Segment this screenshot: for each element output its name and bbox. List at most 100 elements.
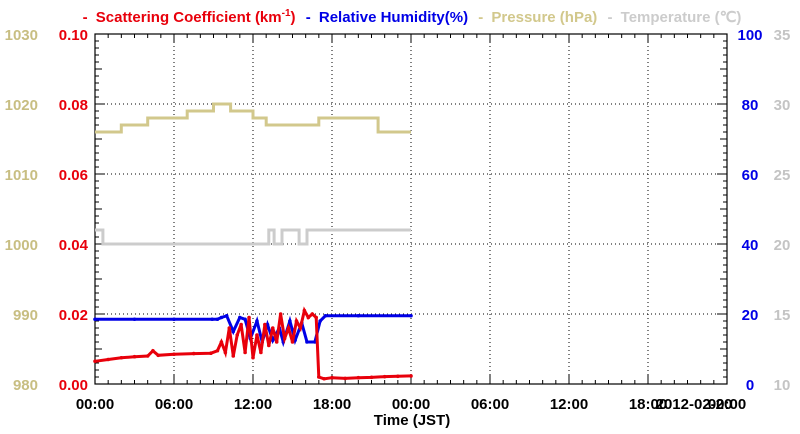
scattering-point bbox=[231, 354, 236, 358]
humidity-point bbox=[93, 317, 97, 322]
temperature-tick-label: 15 bbox=[774, 307, 791, 324]
scattering-point bbox=[302, 308, 307, 313]
pressure-tick-label: 980 bbox=[13, 377, 38, 394]
scattering-point bbox=[259, 350, 263, 355]
humidity-point bbox=[255, 319, 259, 323]
x-tick-label: 06:00 bbox=[471, 396, 509, 413]
humidity-point bbox=[224, 313, 229, 318]
scattering-point bbox=[255, 333, 259, 337]
humidity-tick-label: 100 bbox=[737, 27, 762, 44]
x-tick-label: 18:00 bbox=[313, 396, 351, 413]
scattering-point bbox=[356, 375, 361, 380]
legend-temperature-text: Temperature (℃) bbox=[621, 9, 742, 26]
temperature-tick-label: 25 bbox=[774, 167, 791, 184]
scattering-tick-label: 0.00 bbox=[59, 377, 88, 394]
scattering-point bbox=[145, 354, 150, 358]
scattering-point bbox=[396, 374, 400, 379]
scattering-point bbox=[227, 326, 232, 330]
legend-pressure-text: Pressure (hPa) bbox=[491, 9, 597, 26]
scattering-point bbox=[294, 319, 299, 323]
humidity-tick-label: 0 bbox=[746, 377, 754, 394]
scattering-tick-label: 0.10 bbox=[59, 27, 88, 44]
x-tick-label: 00:00 bbox=[392, 396, 430, 413]
temperature-series-line bbox=[95, 228, 411, 246]
x-tick-label: 00:00 bbox=[76, 396, 114, 413]
humidity-tick-label: 80 bbox=[742, 97, 759, 114]
humidity-point bbox=[409, 313, 413, 318]
humidity-tick-label: 60 bbox=[742, 167, 759, 184]
scattering-point bbox=[247, 315, 251, 320]
scattering-point bbox=[251, 355, 255, 360]
x-tick-label: 12:00 bbox=[234, 396, 272, 413]
scattering-point bbox=[382, 374, 387, 379]
humidity-point bbox=[270, 338, 275, 343]
scattering-point bbox=[343, 376, 347, 381]
scattering-point bbox=[191, 351, 196, 356]
legend-temperature-marker: - bbox=[607, 9, 612, 26]
scattering-point bbox=[93, 359, 97, 364]
x-axis-label: Time (JST) bbox=[374, 412, 450, 429]
humidity-point bbox=[323, 313, 328, 318]
scattering-point bbox=[270, 326, 275, 330]
temperature-tick-label: 20 bbox=[774, 237, 791, 254]
temperature-tick-label: 35 bbox=[774, 27, 791, 44]
humidity-tick-label: 40 bbox=[742, 237, 759, 254]
pressure-series-line bbox=[95, 102, 411, 134]
date-label: 2012-02-20 bbox=[656, 396, 733, 413]
scattering-point bbox=[317, 375, 321, 379]
pressure-tick-label: 1010 bbox=[5, 167, 38, 184]
scattering-point bbox=[209, 351, 213, 356]
scattering-tick-label: 0.06 bbox=[59, 167, 88, 184]
scattering-point bbox=[278, 312, 283, 316]
scattering-point bbox=[263, 322, 267, 327]
scattering-point bbox=[235, 333, 239, 337]
scattering-point bbox=[239, 322, 243, 327]
scattering-point bbox=[290, 340, 295, 344]
scattering-point bbox=[314, 315, 319, 320]
scattering-point bbox=[215, 348, 220, 353]
humidity-point bbox=[243, 317, 247, 322]
plot-area: 00:00 06:00 12:00 18:00 00:00 06:00 12:00 18:00… bbox=[5, 27, 791, 413]
scattering-point bbox=[282, 336, 287, 341]
x-tick-label: 12:00 bbox=[550, 396, 588, 413]
humidity-point bbox=[132, 317, 137, 322]
legend-scattering-text: Scattering Coefficient (km bbox=[96, 9, 282, 26]
scattering-point bbox=[156, 353, 160, 358]
scattering-tick-label: 0.04 bbox=[59, 237, 89, 254]
legend-pressure: - Pressure (hPa) bbox=[478, 9, 601, 26]
scattering-point bbox=[106, 357, 110, 362]
scattering-point bbox=[298, 326, 303, 330]
legend-scattering-marker: - bbox=[83, 9, 88, 26]
humidity-point bbox=[356, 313, 361, 318]
scattering-point bbox=[330, 375, 334, 380]
legend-scattering-sup: -1 bbox=[282, 8, 291, 19]
scattering-tick-label: 0.08 bbox=[59, 97, 88, 114]
pressure-tick-label: 990 bbox=[13, 307, 38, 324]
humidity-point bbox=[318, 319, 322, 323]
humidity-point bbox=[210, 317, 214, 322]
x-tick-label: 06:00 bbox=[155, 396, 193, 413]
legend-temperature: - Temperature (℃) bbox=[607, 9, 741, 26]
temperature-tick-label: 10 bbox=[774, 377, 791, 394]
scattering-point bbox=[322, 376, 326, 381]
legend-scattering-close: ) bbox=[291, 9, 296, 26]
pressure-tick-label: 1020 bbox=[5, 97, 38, 114]
humidity-point bbox=[231, 329, 236, 334]
legend-humidity-text: Relative Humidity(%) bbox=[319, 9, 468, 26]
humidity-point bbox=[288, 319, 292, 323]
scattering-point bbox=[267, 343, 271, 348]
legend-humidity-marker: - bbox=[306, 9, 311, 26]
scattering-point bbox=[274, 340, 279, 344]
pressure-tick-label: 1000 bbox=[5, 237, 38, 254]
humidity-point bbox=[219, 315, 224, 320]
x-tick-label: 18:00 bbox=[629, 396, 667, 413]
humidity-point bbox=[238, 315, 242, 320]
scattering-point bbox=[243, 350, 247, 355]
x-tick-label: 00:00 bbox=[708, 396, 746, 413]
chart-legend: - Scattering Coefficient (km-1) - Relati… bbox=[83, 8, 742, 26]
humidity-point bbox=[305, 340, 309, 344]
scattering-point bbox=[306, 315, 311, 320]
scattering-point bbox=[172, 352, 176, 357]
scattering-point bbox=[409, 374, 413, 378]
